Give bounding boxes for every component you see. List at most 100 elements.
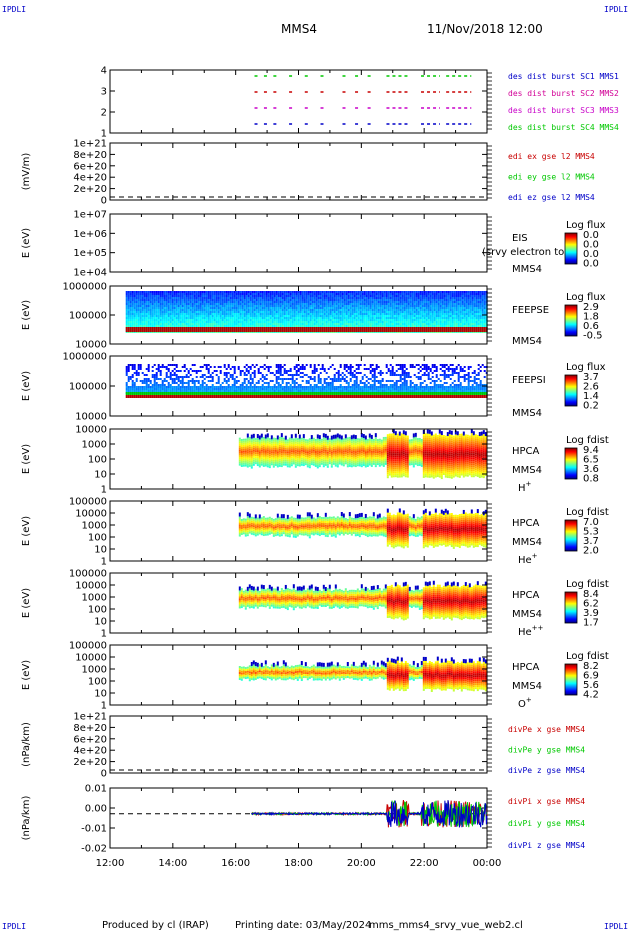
spectrogram-cell <box>209 297 212 299</box>
spectrogram-cell <box>365 317 368 319</box>
spacecraft-title: MMS4 <box>281 22 317 36</box>
spectrogram-cell <box>187 372 190 374</box>
spectrogram-cell <box>269 301 272 303</box>
spectrogram-cell <box>241 303 244 305</box>
spectrogram-cell <box>195 317 198 319</box>
spectrogram-cell <box>207 301 210 303</box>
spectrogram-cell <box>185 388 188 390</box>
spectrogram-cell <box>179 303 182 305</box>
spectrogram-cell <box>127 299 130 301</box>
spectrogram-cell <box>345 315 348 317</box>
spectrogram-cell <box>289 297 292 299</box>
spectrogram-cell <box>243 297 246 299</box>
spectrogram-cell <box>135 315 138 317</box>
spectrogram-cell <box>163 325 166 327</box>
spectrogram-cell <box>463 321 466 323</box>
spectrogram-cell <box>313 309 316 311</box>
spectrogram-cell <box>367 303 370 305</box>
spectrogram-cell <box>195 327 198 332</box>
spectrogram-cell <box>251 301 254 303</box>
spectrogram-cell <box>237 309 240 311</box>
spectrogram-cell <box>395 309 398 311</box>
spectrogram-cell <box>257 311 260 313</box>
spectrogram-cell <box>215 293 218 295</box>
spectrogram-cell <box>273 307 276 309</box>
spectrogram-cell <box>419 319 422 321</box>
spectrogram-cell <box>429 291 432 293</box>
spectrogram-cell <box>325 323 328 325</box>
spectrogram-cell <box>129 291 132 293</box>
spectrogram-cell <box>455 291 458 293</box>
spectrogram-cell <box>403 319 406 321</box>
spectrogram-cell <box>359 293 362 295</box>
spectrogram-cell <box>149 382 152 384</box>
spectrogram-cell <box>443 313 446 315</box>
spectrogram-cell <box>321 327 324 332</box>
spectrogram-cell <box>259 327 262 332</box>
spectrogram-cell <box>219 386 222 388</box>
spectrogram-cell <box>419 307 422 309</box>
spectrogram-cell <box>299 327 302 332</box>
spectrogram-cell <box>177 303 180 305</box>
spectrogram-cell <box>211 305 214 307</box>
instrument-label: EIS <box>512 233 528 244</box>
spectrogram-cell <box>441 295 444 297</box>
spectrogram-cell <box>443 307 446 309</box>
spectrogram-cell <box>245 323 248 325</box>
spectrogram-cell <box>293 307 296 309</box>
spectrogram-cell <box>207 293 210 295</box>
spectrogram-cell <box>437 291 440 293</box>
spectrogram-cell <box>341 315 344 317</box>
spectrogram-cell <box>447 299 450 301</box>
spectrogram-cell <box>229 313 232 315</box>
spectrogram-cell <box>249 315 252 317</box>
spectrogram-cell <box>383 323 386 325</box>
spectrogram-cell <box>139 291 142 293</box>
spectrogram-cell <box>309 317 312 319</box>
spectrogram-cell <box>379 307 382 309</box>
spectrogram-cell <box>319 315 322 317</box>
spectrogram-cell <box>149 293 152 295</box>
spectrogram-cell <box>305 301 308 303</box>
spectrogram-cell <box>217 291 220 293</box>
spectrogram-cell <box>475 307 478 309</box>
spectrogram-cell <box>335 301 338 303</box>
spectrogram-cell <box>167 291 170 293</box>
spectrogram-cell <box>167 390 170 392</box>
spectrogram-cell <box>177 317 180 319</box>
spectrogram-cell <box>153 376 156 378</box>
spectrogram-cell <box>409 299 412 301</box>
spectrogram-cell <box>357 297 360 299</box>
spectrogram-cell <box>165 376 168 378</box>
spectrogram-cell <box>445 327 448 332</box>
spectrogram-cell <box>221 315 224 317</box>
spectrogram-cell <box>363 315 366 317</box>
spectrogram-cell <box>369 299 372 301</box>
spectrogram-cell <box>455 317 458 319</box>
spectrogram-cell <box>247 327 250 332</box>
spectrogram-cell <box>231 297 234 299</box>
spectrogram-cell <box>351 327 354 332</box>
spectrogram-cell <box>233 382 236 384</box>
spectrogram-cell <box>411 323 414 325</box>
spectrogram-cell <box>407 313 410 315</box>
spectrogram-cell <box>167 295 170 297</box>
spectrogram-cell <box>153 327 156 332</box>
spectrogram-cell <box>291 291 294 293</box>
spectrogram-cell <box>431 319 434 321</box>
spectrogram-cell <box>479 311 482 313</box>
spectrogram-cell <box>359 297 362 299</box>
colorbar-tick-label: 0.0 <box>583 259 599 270</box>
spectrogram-cell <box>201 305 204 307</box>
spectrogram-cell <box>339 321 342 323</box>
spectrogram-cell <box>367 301 370 303</box>
spectrogram-cell <box>387 321 390 323</box>
spectrogram-cell <box>139 303 142 305</box>
spectrogram-cell <box>311 319 314 321</box>
spectrogram-cell <box>235 388 238 390</box>
spectrogram-cell <box>173 291 176 293</box>
spectrogram-cell <box>133 299 136 301</box>
spectrogram-cell <box>135 321 138 323</box>
spectrogram-cell <box>257 305 260 307</box>
spectrogram-cell <box>239 305 242 307</box>
